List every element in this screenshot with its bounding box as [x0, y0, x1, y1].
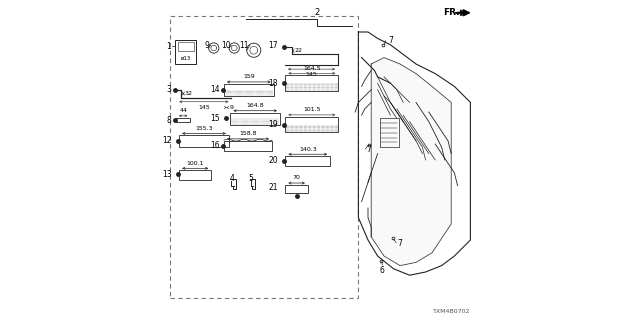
Bar [224, 141, 272, 151]
Text: 164.8: 164.8 [246, 103, 264, 108]
Text: 2: 2 [314, 8, 319, 17]
Text: 5: 5 [249, 174, 253, 183]
Text: 13: 13 [162, 170, 172, 179]
Text: 16: 16 [211, 141, 220, 150]
Text: 14: 14 [211, 85, 220, 94]
Text: ø13: ø13 [180, 56, 191, 61]
Text: 18: 18 [268, 79, 278, 88]
Text: 17: 17 [268, 41, 278, 50]
Bar [285, 185, 308, 193]
Bar [230, 113, 280, 125]
Text: 11: 11 [239, 41, 249, 50]
Text: 15: 15 [211, 114, 220, 123]
Bar [285, 117, 339, 132]
Text: 3: 3 [166, 85, 172, 94]
Text: 32: 32 [185, 91, 193, 96]
Text: 1: 1 [166, 42, 172, 51]
Bar [380, 118, 399, 147]
Text: 145: 145 [198, 105, 210, 110]
Text: 22: 22 [295, 48, 303, 53]
Text: 21: 21 [268, 183, 278, 192]
Text: FR.: FR. [443, 8, 460, 17]
Text: 4: 4 [229, 174, 234, 183]
Bar [285, 75, 339, 91]
Text: 20: 20 [268, 156, 278, 165]
Text: 145: 145 [306, 72, 317, 77]
Bar [170, 16, 358, 298]
Text: 12: 12 [162, 136, 172, 145]
Text: 44: 44 [179, 108, 187, 113]
Bar [176, 118, 191, 122]
Text: 155.3: 155.3 [195, 126, 213, 131]
Text: 7: 7 [366, 145, 371, 154]
Text: 158.8: 158.8 [239, 131, 257, 136]
Bar [179, 170, 211, 180]
Text: 10: 10 [221, 41, 230, 50]
Text: 101.5: 101.5 [303, 107, 321, 112]
Text: 70: 70 [292, 175, 301, 180]
Polygon shape [371, 58, 451, 266]
Text: 7: 7 [397, 239, 403, 248]
Text: 9: 9 [205, 41, 210, 50]
Text: 8: 8 [167, 116, 172, 124]
Text: 140.3: 140.3 [299, 147, 317, 152]
Text: 9: 9 [230, 105, 234, 110]
Text: 6: 6 [380, 266, 385, 275]
Bar [285, 156, 330, 166]
Text: 164.5: 164.5 [303, 66, 321, 71]
Text: 100.1: 100.1 [186, 161, 204, 166]
Text: 159: 159 [243, 74, 255, 79]
Text: 7: 7 [388, 36, 393, 44]
Text: TXM4B0702: TXM4B0702 [433, 308, 470, 314]
Text: 19: 19 [268, 120, 278, 129]
Bar [178, 43, 194, 51]
Bar [175, 40, 196, 64]
Bar [179, 135, 229, 147]
Bar [224, 84, 274, 96]
